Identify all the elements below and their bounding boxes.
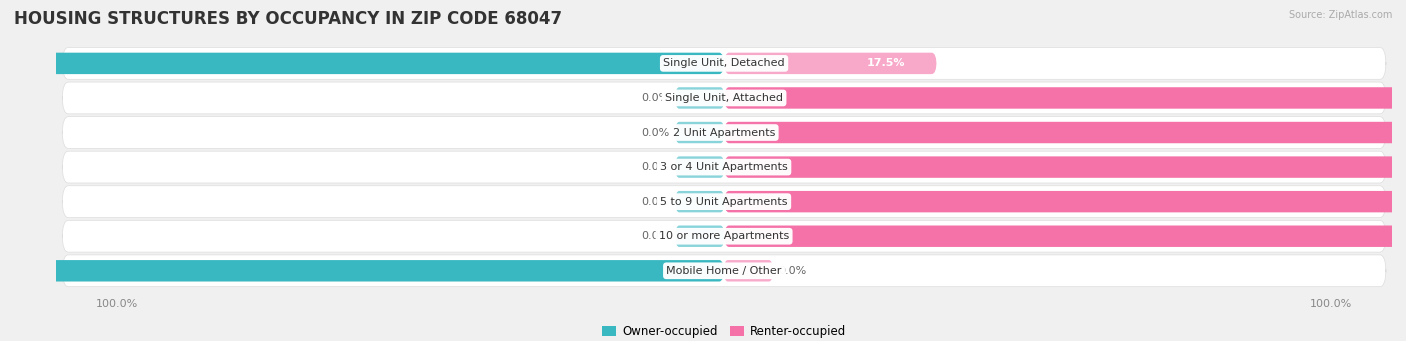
Text: 0.0%: 0.0% — [779, 266, 807, 276]
Text: 0.0%: 0.0% — [641, 128, 669, 137]
FancyBboxPatch shape — [675, 87, 724, 109]
FancyBboxPatch shape — [62, 255, 1386, 287]
FancyBboxPatch shape — [675, 191, 724, 212]
Text: 0.0%: 0.0% — [641, 197, 669, 207]
Text: Mobile Home / Other: Mobile Home / Other — [666, 266, 782, 276]
Legend: Owner-occupied, Renter-occupied: Owner-occupied, Renter-occupied — [598, 321, 851, 341]
Text: 10 or more Apartments: 10 or more Apartments — [659, 231, 789, 241]
FancyBboxPatch shape — [62, 82, 1386, 114]
Text: Single Unit, Detached: Single Unit, Detached — [664, 58, 785, 69]
FancyBboxPatch shape — [0, 260, 724, 282]
FancyBboxPatch shape — [62, 186, 1386, 218]
FancyBboxPatch shape — [724, 260, 773, 282]
FancyBboxPatch shape — [724, 87, 1406, 109]
FancyBboxPatch shape — [62, 47, 1386, 79]
Text: Single Unit, Attached: Single Unit, Attached — [665, 93, 783, 103]
FancyBboxPatch shape — [675, 157, 724, 178]
FancyBboxPatch shape — [62, 151, 1386, 183]
FancyBboxPatch shape — [724, 53, 936, 74]
Text: HOUSING STRUCTURES BY OCCUPANCY IN ZIP CODE 68047: HOUSING STRUCTURES BY OCCUPANCY IN ZIP C… — [14, 10, 562, 28]
FancyBboxPatch shape — [724, 225, 1406, 247]
FancyBboxPatch shape — [0, 53, 724, 74]
FancyBboxPatch shape — [675, 122, 724, 143]
FancyBboxPatch shape — [675, 225, 724, 247]
FancyBboxPatch shape — [724, 191, 1406, 212]
FancyBboxPatch shape — [62, 220, 1386, 252]
FancyBboxPatch shape — [62, 117, 1386, 148]
Text: 0.0%: 0.0% — [641, 93, 669, 103]
FancyBboxPatch shape — [724, 122, 1406, 143]
Text: 17.5%: 17.5% — [866, 58, 904, 69]
Text: 3 or 4 Unit Apartments: 3 or 4 Unit Apartments — [661, 162, 787, 172]
FancyBboxPatch shape — [724, 157, 1406, 178]
Text: 5 to 9 Unit Apartments: 5 to 9 Unit Apartments — [661, 197, 787, 207]
Text: 0.0%: 0.0% — [641, 162, 669, 172]
Text: 0.0%: 0.0% — [641, 231, 669, 241]
Text: Source: ZipAtlas.com: Source: ZipAtlas.com — [1288, 10, 1392, 20]
Text: 2 Unit Apartments: 2 Unit Apartments — [673, 128, 775, 137]
